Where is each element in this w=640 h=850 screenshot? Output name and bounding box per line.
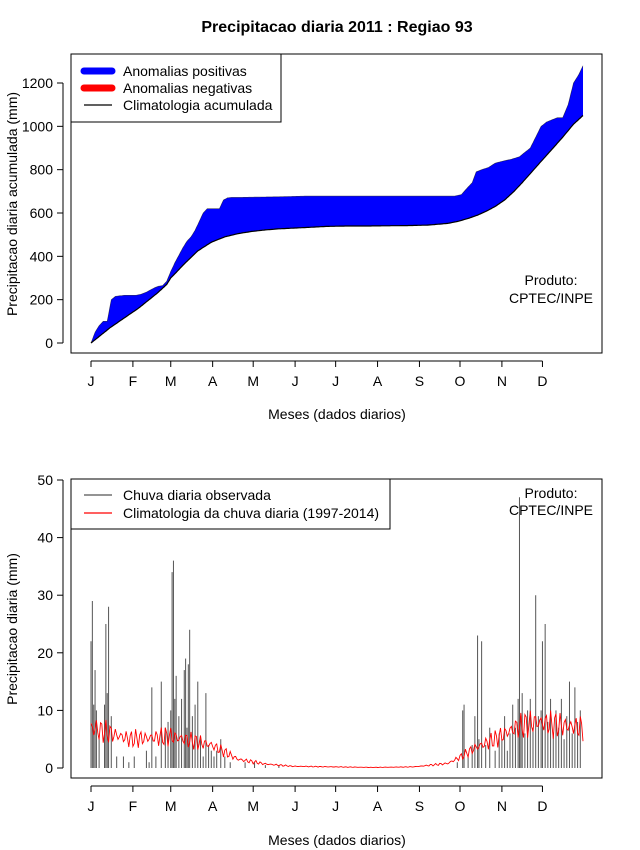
cumulative-plot-frame xyxy=(70,53,603,354)
daily-x-tick-label: A xyxy=(208,798,218,814)
cumulative-y-tick-label: 200 xyxy=(30,292,54,308)
daily-x-tick-label: J xyxy=(292,798,299,814)
daily-x-tick-label: N xyxy=(497,798,507,814)
legend-positive-label: Anomalias positivas xyxy=(123,63,247,79)
cumulative-x-axis-label: Meses (dados diarios) xyxy=(268,406,406,422)
daily-y-tick-label: 0 xyxy=(45,760,53,776)
legend-climatology-label: Climatologia acumulada xyxy=(123,97,273,113)
cumulative-y-tick-label: 1200 xyxy=(22,75,53,91)
daily-y-tick-label: 30 xyxy=(37,587,53,603)
cumulative-y-tick-label: 1000 xyxy=(22,118,53,134)
cumulative-y-tick-label: 800 xyxy=(30,162,54,178)
daily-x-tick-label: S xyxy=(415,798,424,814)
cumulative-y-tick-label: 400 xyxy=(30,248,54,264)
daily-x-tick-label: J xyxy=(88,798,95,814)
legend-daily-climatology-label: Climatologia da chuva diaria (1997-2014) xyxy=(123,505,379,521)
daily-x-tick-label: O xyxy=(455,798,466,814)
daily-y-tick-label: 50 xyxy=(37,472,53,488)
daily-x-tick-label: D xyxy=(537,798,547,814)
daily-x-axis-label: Meses (dados diarios) xyxy=(268,832,406,848)
positive-anomaly-area-0 xyxy=(91,65,583,343)
observed-cumulative-line xyxy=(90,65,584,344)
daily-climatology-line xyxy=(90,710,584,769)
cumulative-x-tick-label: F xyxy=(129,373,138,389)
daily-x-tick-label: F xyxy=(129,798,138,814)
daily-x-tick-label: M xyxy=(165,798,177,814)
cumulative-x-tick-label: J xyxy=(88,373,95,389)
cumulative-x-tick-label: M xyxy=(247,373,259,389)
cumulative-x-tick-label: A xyxy=(208,373,218,389)
cumulative-x-tick-label: D xyxy=(537,373,547,389)
daily-x-tick-label: J xyxy=(332,798,339,814)
daily-producer-label: Produto: xyxy=(525,485,578,501)
cumulative-producer-name: CPTEC/INPE xyxy=(509,290,593,306)
daily-y-tick-label: 10 xyxy=(37,702,53,718)
cumulative-x-tick-label: J xyxy=(332,373,339,389)
daily-producer-name: CPTEC/INPE xyxy=(509,502,593,518)
cumulative-x-tick-label: J xyxy=(292,373,299,389)
daily-x-tick-label: M xyxy=(247,798,259,814)
cumulative-x-tick-label: N xyxy=(497,373,507,389)
legend-observed-label: Chuva diaria observada xyxy=(123,487,271,503)
daily-y-tick-label: 40 xyxy=(37,530,53,546)
daily-chart-marks xyxy=(90,497,584,769)
cumulative-producer-label: Produto: xyxy=(525,272,578,288)
cumulative-y-axis: 0 200 400 600 800 1000 1200 xyxy=(22,75,64,351)
daily-legend: Chuva diaria observada Climatologia da c… xyxy=(70,478,391,530)
daily-y-tick-label: 20 xyxy=(37,645,53,661)
cumulative-chart-marks xyxy=(90,65,584,344)
daily-y-axis-label: Precipitacao diaria (mm) xyxy=(4,553,20,705)
cumulative-y-tick-label: 0 xyxy=(45,335,53,351)
cumulative-legend: Anomalias positivas Anomalias negativas … xyxy=(70,53,282,123)
cumulative-x-tick-label: S xyxy=(415,373,424,389)
cumulative-y-axis-label: Precipitacao diaria acumulada (mm) xyxy=(4,92,20,316)
cumulative-x-tick-label: O xyxy=(455,373,466,389)
cumulative-y-tick-label: 600 xyxy=(30,205,54,221)
legend-negative-label: Anomalias negativas xyxy=(123,80,252,96)
cumulative-x-tick-label: A xyxy=(373,373,383,389)
climatology-cumulative-line xyxy=(90,115,584,344)
cumulative-x-tick-label: M xyxy=(165,373,177,389)
chart-title: Precipitacao diaria 2011 : Regiao 93 xyxy=(201,19,472,36)
daily-x-tick-label: A xyxy=(373,798,383,814)
daily-y-axis: 0 10 20 30 40 50 xyxy=(37,472,64,776)
